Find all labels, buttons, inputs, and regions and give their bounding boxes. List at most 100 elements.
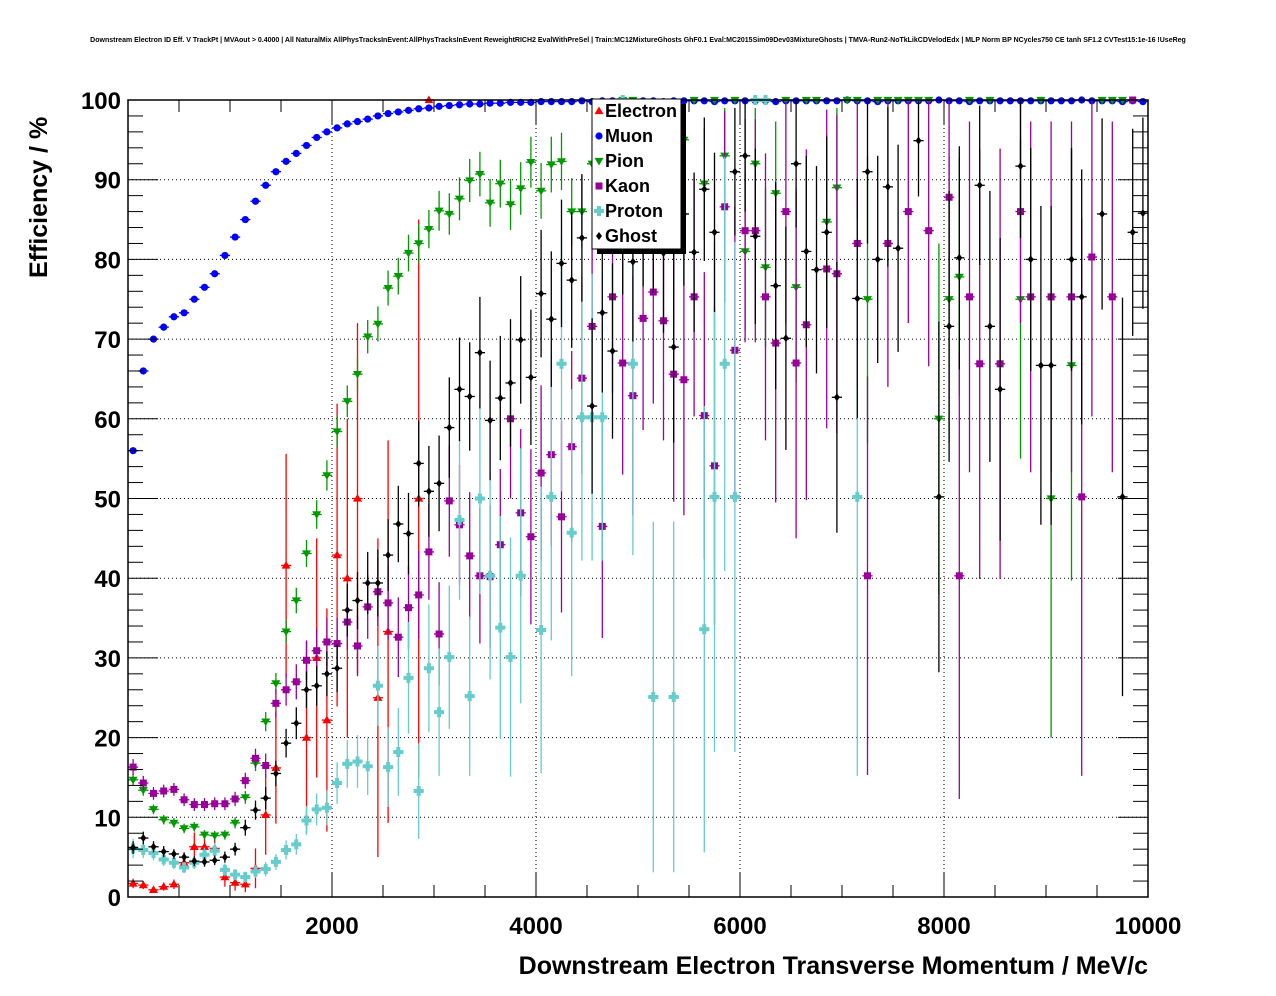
ghost-point [546,251,557,387]
muon-marker [955,97,963,105]
ghost-marker [599,308,606,317]
ghost-point [168,849,179,859]
pion-marker [475,170,485,179]
ghost-marker [466,392,473,401]
ghost-marker [160,847,167,856]
proton-marker [199,849,210,860]
ghost-point [536,229,547,358]
ghost-marker [772,281,779,290]
proton-marker [454,515,465,526]
muon-point [423,104,434,112]
pion-point [281,619,292,644]
pion-marker [536,187,546,196]
proton-marker [219,864,230,875]
grid [128,100,1148,897]
kaon-point [240,772,251,789]
electron-point [342,418,353,738]
x-tick-label: 4000 [509,913,562,940]
muon-point [362,115,373,123]
muon-marker [435,102,443,110]
muon-marker [394,108,402,116]
kaon-marker [680,376,688,384]
pion-marker [149,806,158,814]
proton-marker [576,412,587,423]
ghost-marker [1078,292,1085,301]
ghost-marker [487,416,494,425]
pion-point [413,224,424,263]
kaon-marker [864,572,871,580]
muon-marker [374,112,382,120]
proton-point [485,472,496,680]
muon-marker [547,97,555,106]
pion-point [372,306,383,342]
proton-marker [403,672,414,683]
muon-point [209,270,220,278]
proton-point [230,869,241,881]
proton-marker [230,869,241,880]
muon-point [556,97,567,106]
ghost-marker [140,834,147,843]
ghost-point [148,841,159,853]
y-tick-label: 40 [94,566,121,593]
ghost-marker [191,857,198,866]
muon-marker [190,295,198,303]
ghost-marker [1037,361,1044,370]
ghost-point [311,665,322,706]
muon-marker [772,97,780,106]
muon-marker [415,105,423,113]
kaon-marker [282,686,290,694]
pion-marker [557,158,566,166]
kaon-point [413,551,424,639]
proton-marker [301,815,312,826]
muon-point [250,197,261,205]
legend-label: Muon [605,126,653,146]
ghost-point [801,155,812,348]
muon-marker [486,99,494,107]
axes: 0 10 20 30 40 50 60 70 80 90 100 2000 4000 6000 8000 10… [81,88,1181,940]
pion-point [423,209,434,249]
pion-point [485,178,496,227]
muon-marker [996,97,1004,105]
kaon-marker [425,548,433,556]
y-tick-label: 50 [94,487,121,514]
kaon-marker [741,227,749,235]
pion-marker [506,201,515,209]
muon-point [485,99,496,107]
ghost-point [872,155,883,364]
proton-point [536,486,547,774]
electron-marker [332,550,342,559]
proton-point [699,406,710,853]
ghost-point [862,100,873,244]
kaon-point [311,629,322,673]
pion-marker [179,825,189,833]
ghost-point [505,319,516,447]
ghost-point [913,100,924,197]
electron-marker [281,560,291,569]
ghost-point [1127,128,1138,336]
proton-point [413,743,424,839]
muon-point [1046,97,1057,105]
electron-marker [159,882,169,890]
ghost-marker [854,294,861,303]
ghost-marker [864,167,871,176]
ghost-point [1046,206,1057,525]
electron-marker [230,878,240,886]
ghost-marker [833,393,840,402]
ghost-marker [813,265,820,274]
proton-point [372,645,383,726]
pion-point [332,415,343,448]
kaon-marker [201,801,208,809]
ghost-point [1117,297,1128,697]
proton-point [219,863,230,877]
ghost-point [464,342,475,451]
muon-marker [364,115,372,123]
pion-point [128,774,139,786]
y-tick-label: 100 [81,88,121,115]
muon-marker [1057,97,1065,105]
proton-marker [281,844,292,855]
muon-marker [1067,97,1076,105]
ghost-marker [670,343,677,352]
pion-point [495,159,506,208]
muon-marker [823,97,831,105]
ghost-marker [915,136,922,145]
